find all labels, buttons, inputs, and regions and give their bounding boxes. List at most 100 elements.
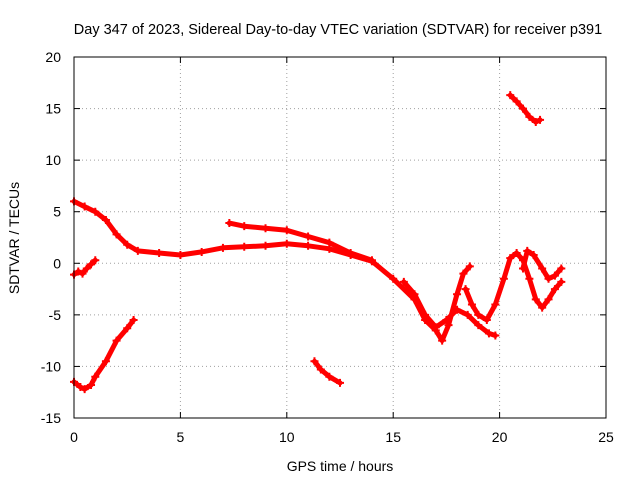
- x-axis-label: GPS time / hours: [287, 458, 394, 474]
- ticks: 0 5 10 15 20 25 -15 -10 -5 0 5 10 15 20: [41, 49, 614, 445]
- data-point: [461, 285, 470, 294]
- data-point: [463, 310, 472, 319]
- data-point: [87, 380, 96, 389]
- data-point: [444, 321, 453, 330]
- x-tick-label: 25: [598, 429, 614, 445]
- data-point: [525, 274, 534, 283]
- data-point: [282, 239, 291, 248]
- data-point: [506, 254, 515, 263]
- data-point: [557, 264, 566, 273]
- data-point: [482, 316, 491, 325]
- data-point: [112, 336, 121, 345]
- data-point: [310, 357, 319, 366]
- data-point: [474, 310, 483, 319]
- data-point: [465, 262, 474, 271]
- data-point: [506, 91, 515, 100]
- data-point: [76, 383, 85, 392]
- data-point: [550, 271, 559, 280]
- data-point: [499, 274, 508, 283]
- data-point: [91, 207, 100, 216]
- data-point: [484, 329, 493, 338]
- data-point: [538, 303, 547, 312]
- data-point: [316, 365, 325, 374]
- data-point: [176, 251, 185, 260]
- y-tick-label: -10: [41, 358, 61, 374]
- data-point: [336, 378, 344, 387]
- data-point: [531, 117, 540, 126]
- data-point: [536, 115, 545, 124]
- data-point: [438, 336, 447, 345]
- data-point: [282, 226, 291, 235]
- x-tick-label: 5: [177, 429, 185, 445]
- y-tick-label: 10: [45, 152, 61, 168]
- data-point: [491, 331, 500, 340]
- data-point: [519, 104, 528, 113]
- y-tick-label: 20: [45, 49, 61, 65]
- data-point: [467, 300, 476, 309]
- data-point: [421, 310, 430, 319]
- x-tick-label: 20: [492, 429, 508, 445]
- data-point: [101, 215, 110, 224]
- data-point: [112, 230, 121, 239]
- data-point: [325, 238, 334, 247]
- data-point: [410, 290, 419, 299]
- y-tick-label: -15: [41, 410, 61, 426]
- data-point: [80, 385, 89, 394]
- data-point: [399, 277, 408, 286]
- y-tick-label: 0: [53, 255, 61, 271]
- data-point: [431, 323, 440, 332]
- data-point: [544, 274, 553, 283]
- data-point: [129, 316, 138, 325]
- data-point: [453, 305, 462, 314]
- data-point: [123, 240, 132, 249]
- data-point: [133, 246, 142, 255]
- y-tick-label: 5: [53, 204, 61, 220]
- data-point: [123, 324, 132, 333]
- data-point: [325, 372, 334, 381]
- data-point: [367, 256, 376, 265]
- data-point: [544, 295, 553, 304]
- chart-title: Day 347 of 2023, Sidereal Day-to-day VTE…: [74, 22, 602, 38]
- data-point: [529, 251, 538, 260]
- data-point: [101, 357, 110, 366]
- series-layer: [70, 91, 566, 394]
- data-point: [442, 316, 451, 325]
- data-point: [346, 248, 355, 257]
- data-point: [557, 277, 566, 286]
- data-point: [474, 321, 483, 330]
- series-noon-dip: [312, 358, 343, 386]
- data-point: [304, 232, 313, 241]
- data-point: [82, 264, 91, 273]
- data-point: [74, 267, 83, 276]
- y-axis-label: SDTVAR / TECUs: [6, 182, 22, 294]
- data-point: [261, 224, 270, 233]
- x-tick-label: 10: [279, 429, 295, 445]
- data-point: [197, 247, 206, 256]
- data-point: [304, 241, 313, 250]
- data-point: [512, 97, 521, 106]
- data-point: [538, 264, 547, 273]
- data-point: [87, 260, 96, 269]
- data-point: [225, 219, 234, 228]
- data-point: [389, 274, 398, 283]
- data-point: [78, 269, 87, 278]
- series-east-branch: [401, 279, 498, 338]
- data-point: [453, 290, 462, 299]
- data-point: [240, 242, 249, 251]
- data-point: [531, 295, 540, 304]
- data-point: [512, 248, 521, 257]
- x-tick-label: 0: [70, 429, 78, 445]
- data-point: [80, 202, 89, 211]
- data-point: [91, 372, 100, 381]
- data-point: [91, 256, 100, 265]
- y-tick-label: 15: [45, 101, 61, 117]
- data-point: [550, 285, 559, 294]
- data-point: [523, 246, 532, 255]
- data-point: [459, 269, 468, 278]
- data-point: [261, 241, 270, 250]
- data-point: [155, 248, 164, 257]
- data-point: [491, 300, 500, 309]
- grid: [74, 57, 606, 418]
- data-point: [240, 222, 249, 231]
